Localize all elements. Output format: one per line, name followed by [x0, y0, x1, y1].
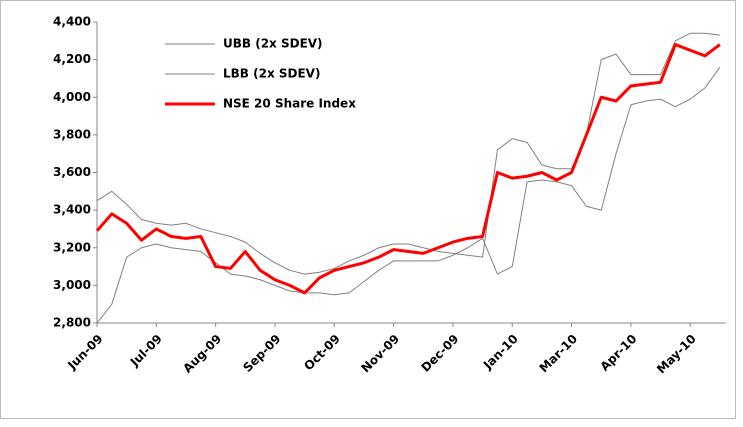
y-tick-label: 3,400: [53, 203, 91, 217]
y-tick-label: 2,800: [53, 316, 91, 330]
y-tick-label: 3,000: [53, 278, 91, 292]
series-line: [95, 43, 721, 295]
y-tick-label: 4,000: [53, 90, 91, 104]
series-line: [96, 32, 720, 275]
y-tick-label: 3,600: [53, 165, 91, 179]
y-tick-label: 3,200: [53, 240, 91, 254]
y-tick-label: 4,200: [53, 52, 91, 66]
legend-label: UBB (2x SDEV): [223, 37, 323, 51]
legend-label: NSE 20 Share Index: [223, 97, 356, 111]
chart-frame: [0, 0, 736, 419]
series-line: [96, 66, 721, 324]
y-tick-label: 3,800: [53, 127, 91, 141]
legend-label: LBB (2x SDEV): [223, 67, 320, 81]
y-tick-label: 4,400: [53, 15, 91, 29]
